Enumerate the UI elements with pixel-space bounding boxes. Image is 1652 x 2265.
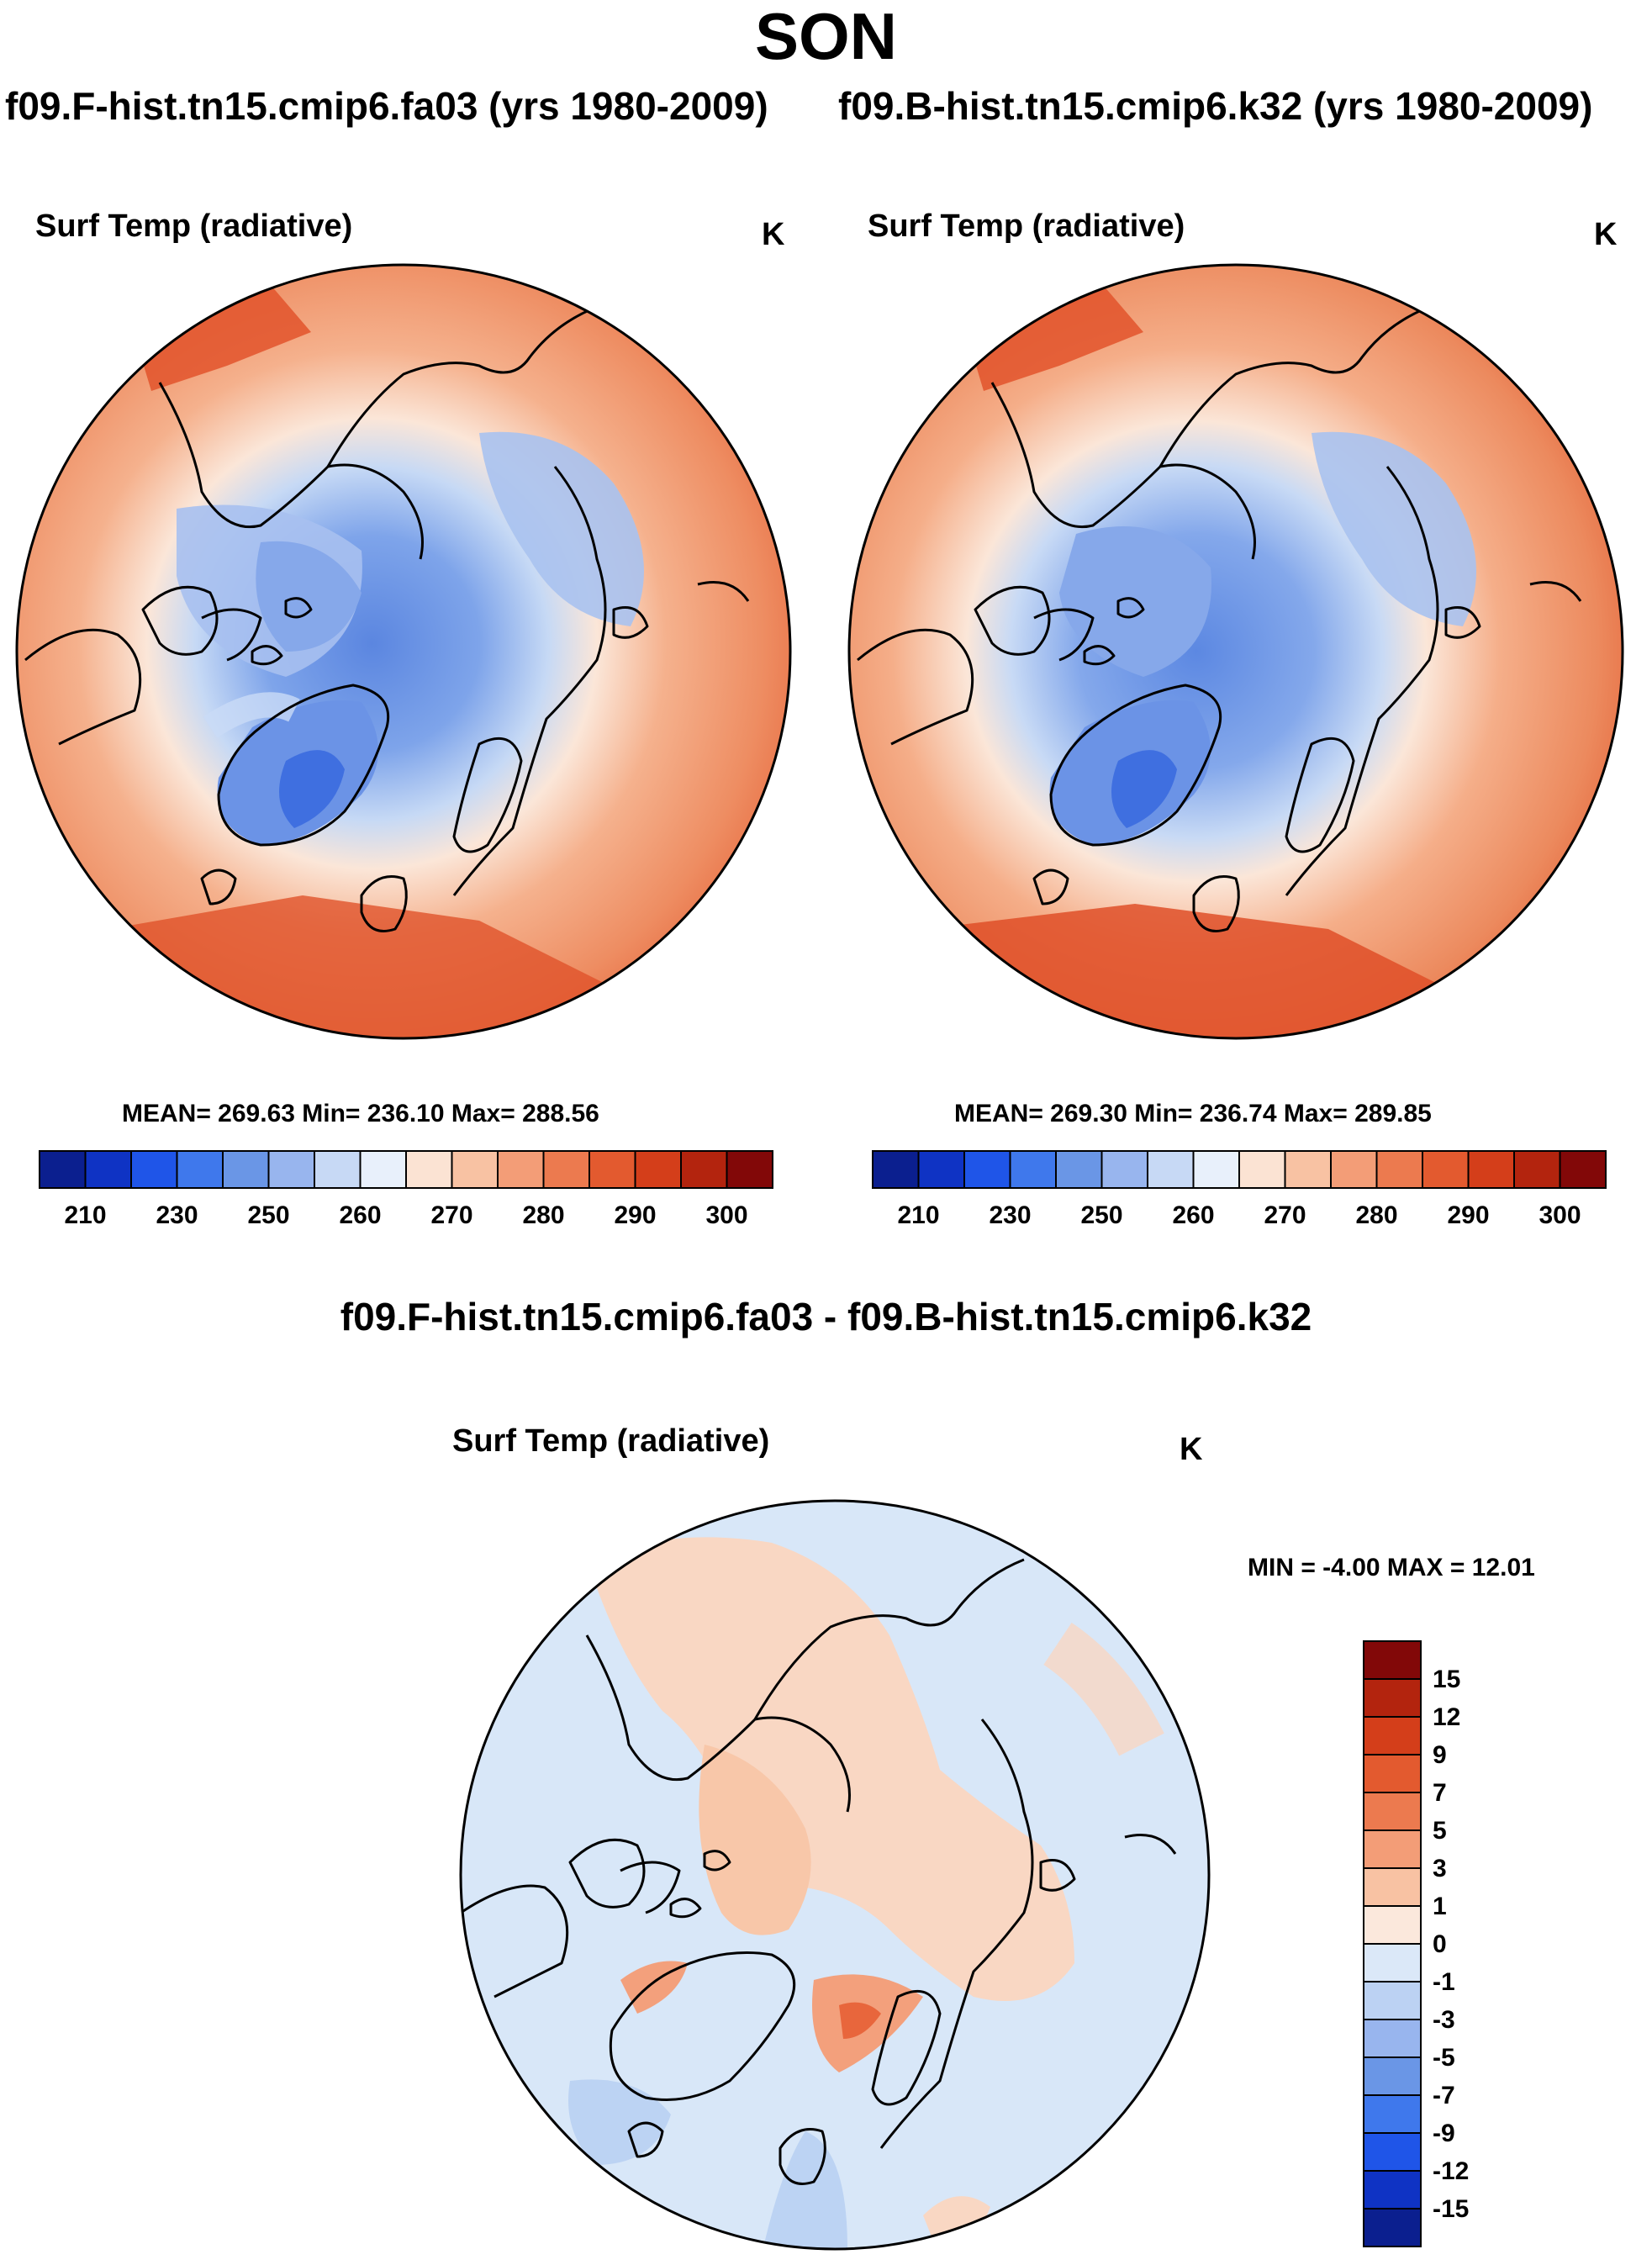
diff-colorbar-swatch — [1363, 2056, 1422, 2096]
right-colorbar-tick-label: 260 — [1172, 1201, 1214, 1229]
diff-colorbar-swatch — [1363, 1867, 1422, 1907]
diff-colorbar-tick-label: -5 — [1433, 2044, 1455, 2072]
diff-colorbar-tick-label: 9 — [1433, 1741, 1447, 1769]
diff-colorbar-tick-label: -15 — [1433, 2195, 1469, 2223]
left-colorbar-tick-label: 260 — [339, 1201, 381, 1229]
diff-colorbar-swatch — [1363, 2208, 1422, 2247]
season-title: SON — [754, 0, 898, 73]
diff-colorbar-tick-label: 3 — [1433, 1855, 1447, 1882]
right-colorbar-swatch — [1375, 1150, 1423, 1189]
left-colorbar: 210 230 250 260 270 280 290 300 — [39, 1150, 773, 1229]
right-polar-map — [847, 263, 1624, 1040]
left-colorbar-tick-label: 290 — [614, 1201, 656, 1229]
left-case-title: f09.F-hist.tn15.cmip6.fa03 (yrs 1980-200… — [5, 84, 768, 128]
left-colorbar-swatch — [267, 1150, 315, 1189]
diff-colorbar-tick-label: 1 — [1433, 1893, 1447, 1920]
left-colorbar-swatch — [588, 1150, 636, 1189]
diff-colorbar-swatch — [1363, 1640, 1422, 1680]
right-colorbar-swatch — [1009, 1150, 1057, 1189]
left-colorbar-tick-label: 230 — [156, 1201, 198, 1229]
left-colorbar-swatch — [680, 1150, 728, 1189]
right-colorbar-swatch — [1055, 1150, 1103, 1189]
left-colorbar-swatch — [130, 1150, 178, 1189]
diff-colorbar-tick-label: -12 — [1433, 2157, 1469, 2185]
right-colorbar-swatch — [917, 1150, 965, 1189]
diff-colorbar-swatch — [1363, 1829, 1422, 1869]
left-colorbar-tick-label: 300 — [705, 1201, 747, 1229]
right-variable-title: Surf Temp (radiative) — [868, 209, 1185, 244]
right-colorbar-swatch — [1559, 1150, 1607, 1189]
left-colorbar-swatch — [222, 1150, 270, 1189]
diff-colorbar-tick-label: -3 — [1433, 2006, 1455, 2034]
left-colorbar-swatch — [405, 1150, 453, 1189]
diff-colorbar-swatch — [1363, 1678, 1422, 1718]
right-colorbar-tick-label: 250 — [1080, 1201, 1122, 1229]
difference-title: f09.F-hist.tn15.cmip6.fa03 - f09.B-hist.… — [340, 1295, 1312, 1338]
right-colorbar-tick-label: 270 — [1264, 1201, 1306, 1229]
right-colorbar-swatch — [1192, 1150, 1240, 1189]
left-colorbar-swatch — [634, 1150, 682, 1189]
diff-colorbar: 15 12 9 7 5 3 1 0 -1 -3 -5 -7 -9 -12 -15 — [1363, 1640, 1469, 2247]
left-colorbar-tick-label: 280 — [522, 1201, 564, 1229]
right-colorbar-swatch — [1147, 1150, 1195, 1189]
right-colorbar-swatch — [1284, 1150, 1332, 1189]
left-colorbar-tick-label: 210 — [64, 1201, 106, 1229]
right-colorbar: 210 230 250 260 270 280 290 300 — [872, 1150, 1607, 1229]
left-colorbar-swatch — [84, 1150, 132, 1189]
diff-stats: MIN = -4.00 MAX = 12.01 — [1248, 1554, 1535, 1581]
right-colorbar-swatch — [963, 1150, 1011, 1189]
left-stats: MEAN= 269.63 Min= 236.10 Max= 288.56 — [122, 1100, 599, 1127]
right-colorbar-swatch — [1238, 1150, 1286, 1189]
right-colorbar-tick-label: 280 — [1355, 1201, 1397, 1229]
right-colorbar-tick-label: 230 — [989, 1201, 1031, 1229]
right-colorbar-tick-label: 290 — [1447, 1201, 1489, 1229]
difference-polar-map — [459, 1499, 1211, 2251]
left-colorbar-swatch — [451, 1150, 499, 1189]
right-stats: MEAN= 269.30 Min= 236.74 Max= 289.85 — [954, 1100, 1432, 1127]
diff-colorbar-swatch — [1363, 2170, 1422, 2210]
left-colorbar-swatch — [314, 1150, 362, 1189]
left-colorbar-swatch — [726, 1150, 773, 1189]
diff-colorbar-tick-label: 7 — [1433, 1779, 1447, 1807]
left-units: K — [762, 217, 785, 252]
diff-colorbar-tick-label: -1 — [1433, 1968, 1455, 1996]
left-polar-map — [15, 263, 792, 1040]
right-colorbar-tick-label: 300 — [1539, 1201, 1581, 1229]
diff-colorbar-tick-label: 15 — [1433, 1666, 1460, 1693]
left-colorbar-swatch — [176, 1150, 224, 1189]
right-units: K — [1594, 217, 1618, 252]
diff-colorbar-swatch — [1363, 1981, 1422, 2020]
left-colorbar-swatch — [542, 1150, 590, 1189]
diff-colorbar-swatch — [1363, 2019, 1422, 2058]
diff-colorbar-swatch — [1363, 1754, 1422, 1793]
left-colorbar-swatch — [39, 1150, 87, 1189]
right-colorbar-swatch — [1330, 1150, 1378, 1189]
diff-colorbar-swatch — [1363, 1716, 1422, 1756]
right-colorbar-tick-label: 210 — [897, 1201, 939, 1229]
diff-colorbar-tick-label: -9 — [1433, 2120, 1455, 2147]
diff-colorbar-tick-label: 12 — [1433, 1703, 1460, 1731]
diff-colorbar-tick-label: 0 — [1433, 1930, 1447, 1958]
diff-colorbar-swatch — [1363, 1943, 1422, 1983]
left-colorbar-tick-label: 250 — [247, 1201, 289, 1229]
right-colorbar-swatch — [872, 1150, 920, 1189]
right-colorbar-swatch — [1422, 1150, 1470, 1189]
left-colorbar-swatch — [497, 1150, 545, 1189]
diff-colorbar-tick-label: -7 — [1433, 2082, 1455, 2109]
left-variable-title: Surf Temp (radiative) — [35, 209, 353, 244]
right-colorbar-swatch — [1467, 1150, 1515, 1189]
diff-colorbar-tick-label: 5 — [1433, 1817, 1447, 1845]
diff-colorbar-swatch — [1363, 1792, 1422, 1831]
right-colorbar-swatch — [1513, 1150, 1561, 1189]
diff-colorbar-swatch — [1363, 1905, 1422, 1945]
right-colorbar-swatch — [1100, 1150, 1148, 1189]
diff-variable-title: Surf Temp (radiative) — [452, 1423, 770, 1459]
diff-colorbar-swatch — [1363, 2132, 1422, 2172]
diff-units: K — [1180, 1432, 1203, 1467]
diff-colorbar-swatch — [1363, 2094, 1422, 2134]
left-colorbar-tick-label: 270 — [430, 1201, 472, 1229]
left-colorbar-swatch — [359, 1150, 407, 1189]
right-case-title: f09.B-hist.tn15.cmip6.k32 (yrs 1980-2009… — [838, 84, 1593, 128]
